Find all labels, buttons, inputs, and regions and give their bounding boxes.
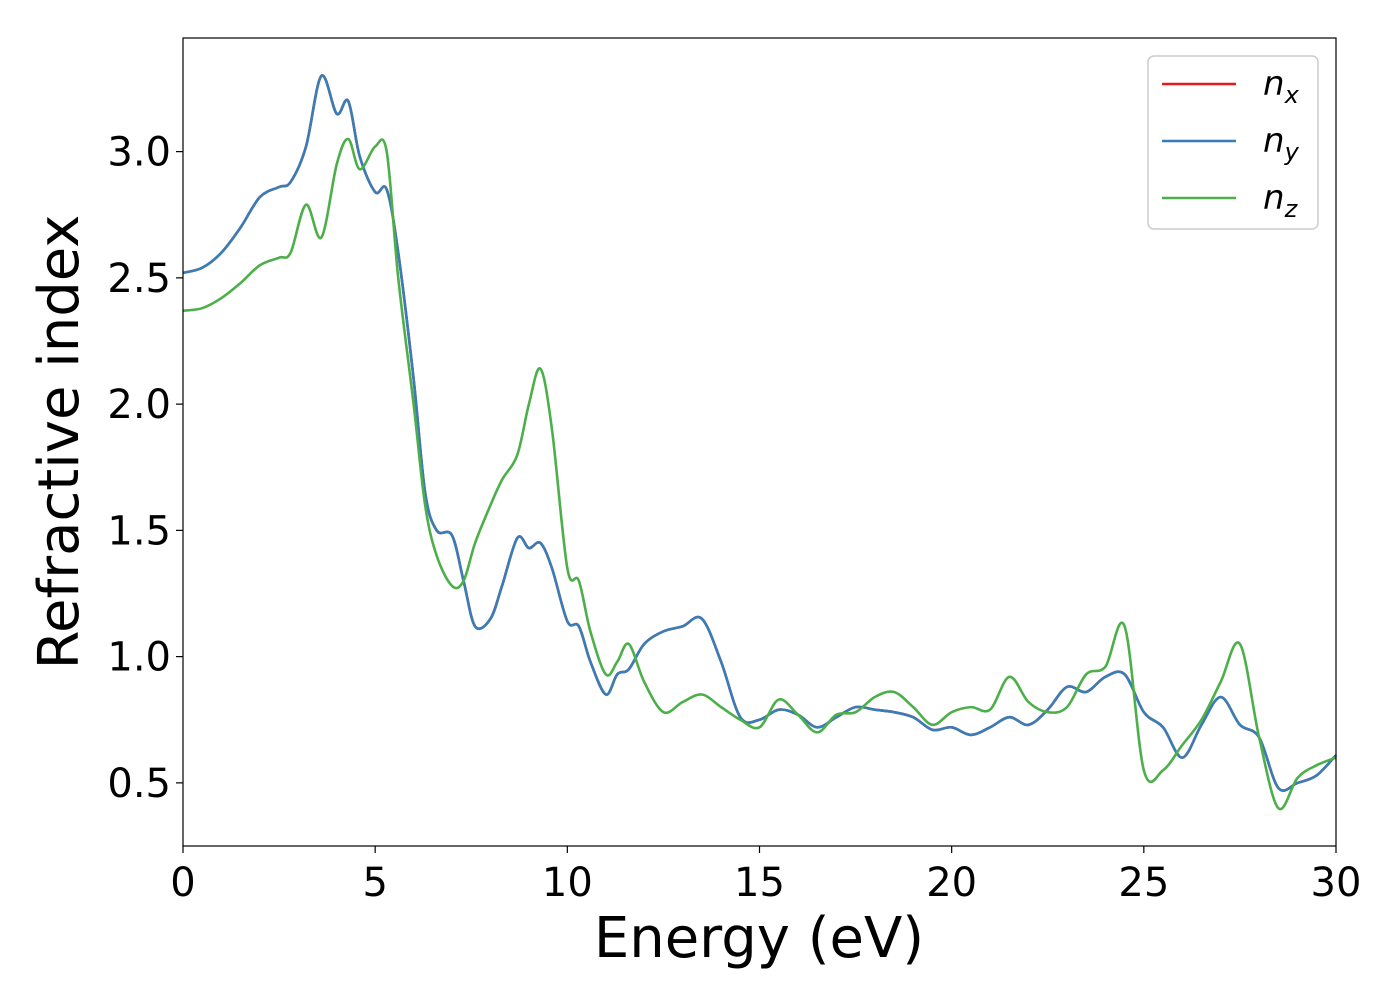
legend: nx ny nz: [1147, 55, 1319, 230]
legend-box: [1147, 55, 1319, 230]
series-line-nz: [182, 137, 1337, 811]
x-axis-ticks: 0 5 10 15 20 25 30: [170, 846, 1361, 906]
y-tick-label: 3.0: [107, 130, 171, 176]
y-tick-label: 1.5: [107, 508, 171, 554]
y-axis-ticks: 0.5 1.0 1.5 2.0 2.5 3.0: [107, 130, 183, 807]
x-tick-label: 5: [362, 860, 387, 906]
x-axis-title: Energy (eV): [594, 906, 924, 971]
x-tick-label: 30: [1311, 860, 1362, 906]
y-tick-label: 2.5: [107, 256, 171, 302]
legend-label-nz: nz: [1263, 178, 1299, 223]
x-tick-label: 25: [1118, 860, 1169, 906]
series-layer: [182, 74, 1337, 811]
y-tick-label: 0.5: [107, 761, 171, 807]
y-tick-label: 1.0: [107, 635, 171, 681]
x-tick-label: 0: [170, 860, 195, 906]
y-tick-label: 2.0: [107, 382, 171, 428]
y-axis-title: Refractive index: [27, 215, 92, 670]
legend-label-ny: ny: [1263, 121, 1300, 166]
x-tick-label: 10: [542, 860, 593, 906]
x-tick-label: 20: [926, 860, 977, 906]
x-tick-label: 15: [734, 860, 785, 906]
legend-label-nx: nx: [1263, 64, 1300, 109]
series-line-ny: [182, 74, 1337, 792]
